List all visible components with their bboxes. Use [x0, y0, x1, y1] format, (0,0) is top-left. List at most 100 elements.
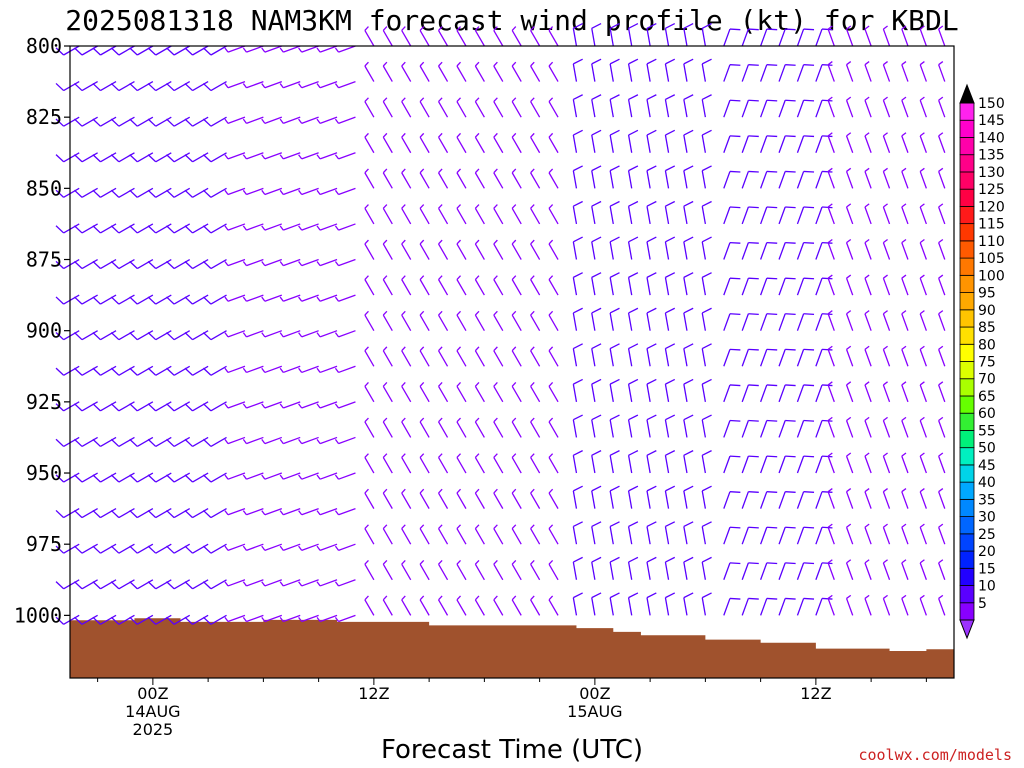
barb-half-flag — [316, 83, 321, 89]
colorbar-label: 105 — [978, 251, 1005, 267]
barb-flag — [646, 272, 657, 278]
barb-flag — [129, 154, 138, 163]
barb-staff — [627, 348, 633, 367]
barb-half-flag — [548, 275, 554, 280]
wind-barb — [437, 488, 449, 509]
wind-barb — [474, 239, 485, 260]
barb-flag — [609, 378, 620, 385]
wind-barb — [147, 294, 172, 305]
wind-barb — [778, 99, 796, 118]
barb-staff — [938, 384, 946, 403]
barb-flag — [646, 592, 657, 599]
barb-flag — [803, 313, 815, 316]
barb-staff — [81, 614, 98, 625]
barb-flag — [628, 58, 639, 65]
barb-staff — [419, 136, 430, 154]
barb-staff — [845, 313, 854, 331]
wind-barb — [456, 204, 467, 225]
barb-flag — [628, 485, 639, 492]
barb-staff — [778, 562, 786, 581]
barb-staff — [760, 598, 768, 616]
wind-barb — [938, 61, 946, 82]
barb-flag — [766, 170, 778, 173]
barb-half-flag — [316, 118, 321, 124]
barb-staff — [63, 45, 80, 56]
barb-staff — [646, 490, 651, 509]
wind-barb — [591, 200, 602, 225]
barb-staff — [901, 455, 909, 474]
colorbar-label: 45 — [978, 458, 996, 474]
barb-staff — [456, 243, 467, 260]
wind-barb — [419, 204, 430, 225]
wind-barb — [279, 223, 301, 231]
barb-half-flag — [474, 417, 480, 423]
wind-barb — [166, 614, 191, 625]
barb-half-flag — [298, 225, 303, 231]
barb-flag — [785, 419, 796, 422]
wind-barb — [147, 330, 172, 341]
barb-flag — [609, 58, 620, 65]
barb-staff — [246, 80, 264, 89]
barb-staff — [815, 455, 823, 474]
barb-half-flag — [548, 559, 554, 565]
barb-staff — [646, 312, 651, 331]
barb-staff — [338, 579, 356, 587]
wind-barb — [129, 116, 154, 127]
barb-staff — [419, 563, 430, 581]
barb-half-flag — [316, 616, 321, 622]
barb-staff — [815, 277, 823, 296]
barb-half-flag — [261, 83, 266, 89]
barb-staff — [419, 243, 430, 260]
wind-barb — [261, 330, 283, 338]
barb-staff — [741, 100, 749, 118]
wind-barb — [609, 592, 620, 616]
barb-staff — [646, 455, 651, 474]
barb-staff — [646, 99, 651, 118]
barb-half-flag — [456, 26, 462, 31]
barb-staff — [419, 314, 430, 332]
colorbar-swatch — [959, 102, 975, 121]
wind-barb — [572, 378, 583, 402]
barb-staff — [319, 223, 338, 231]
wind-barb — [701, 378, 712, 402]
wind-barb — [437, 417, 449, 438]
barb-half-flag — [827, 25, 833, 30]
barb-half-flag — [493, 595, 498, 601]
barb-half-flag — [316, 510, 321, 516]
barb-flag — [803, 597, 815, 600]
barb-half-flag — [548, 204, 554, 209]
barb-staff — [118, 81, 135, 92]
wind-barb — [474, 310, 485, 332]
barb-flag — [202, 616, 212, 625]
barb-half-flag — [401, 417, 406, 423]
barb-staff — [227, 152, 246, 160]
wind-barb — [778, 562, 796, 581]
wind-barb — [796, 348, 815, 367]
barb-half-flag — [530, 453, 535, 458]
barb-staff — [609, 348, 614, 367]
barb-staff — [264, 472, 283, 480]
barb-half-flag — [401, 61, 406, 67]
wind-barb — [572, 129, 583, 153]
barb-staff — [664, 526, 670, 545]
wind-barb — [184, 579, 209, 590]
barb-staff — [210, 152, 227, 163]
wind-barb — [224, 436, 246, 445]
barb-flag — [573, 485, 583, 492]
barb-flag — [665, 23, 676, 29]
barb-staff — [664, 490, 670, 509]
barb-staff — [827, 206, 835, 225]
barb-staff — [100, 330, 117, 341]
barb-half-flag — [919, 345, 925, 350]
wind-barb — [938, 523, 946, 545]
barb-half-flag — [279, 189, 284, 195]
barb-staff — [283, 116, 301, 124]
wind-barb — [778, 206, 796, 225]
wind-barb — [166, 365, 191, 376]
wind-barb — [474, 453, 485, 474]
barb-staff — [572, 277, 578, 296]
barb-staff — [493, 492, 504, 509]
barb-staff — [437, 65, 449, 82]
barb-flag — [184, 118, 193, 127]
wind-barb — [401, 488, 412, 509]
